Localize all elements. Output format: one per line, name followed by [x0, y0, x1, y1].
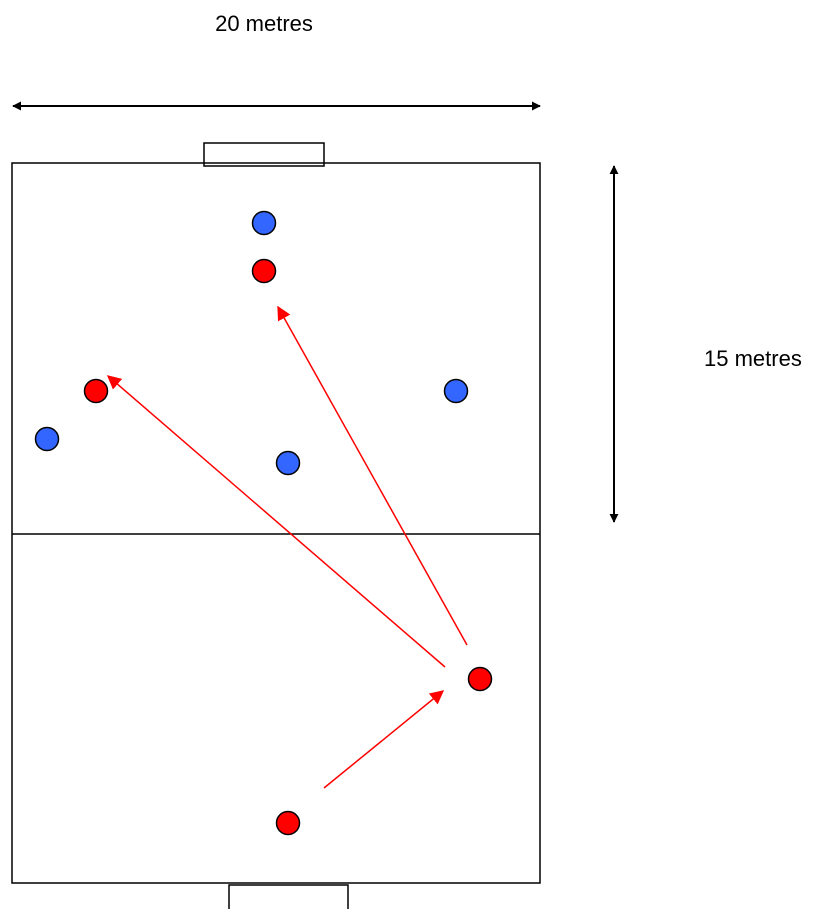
blue-player-top — [251, 210, 277, 236]
width-dimension-label: 20 metres — [215, 11, 313, 36]
pass-arrow-to-striker-player — [277, 305, 468, 646]
red-player-forward — [467, 666, 493, 692]
red-player-striker — [251, 258, 277, 284]
pitch-boundary — [11, 162, 541, 884]
pass-arrow-to-forward-player — [323, 690, 445, 789]
red-player-left-wing — [83, 378, 109, 404]
top-goal — [203, 142, 325, 167]
blue-player-center — [275, 450, 301, 476]
bottom-goal — [228, 884, 349, 909]
blue-player-right — [443, 378, 469, 404]
length-dimension-label: 15 metres — [704, 346, 802, 371]
blue-player-left — [34, 426, 60, 452]
pass-arrow-to-left-wing-player — [106, 375, 446, 668]
red-player-back — [275, 810, 301, 836]
